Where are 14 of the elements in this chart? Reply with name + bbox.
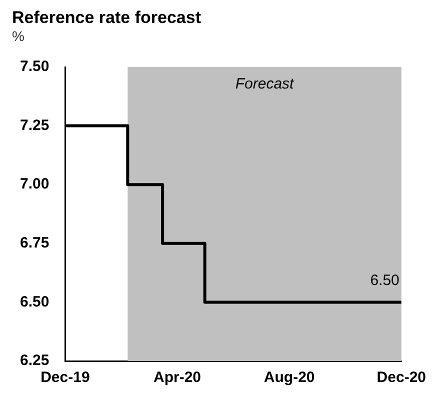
x-tick-label: Aug-20 (264, 369, 315, 386)
x-tick-label: Dec-19 (40, 369, 90, 386)
y-tick-label: 7.50 (20, 58, 50, 76)
chart-title: Reference rate forecast (12, 8, 202, 28)
y-tick-label: 7.25 (20, 116, 50, 134)
y-tick-label: 6.25 (20, 352, 50, 370)
y-axis-title: % (12, 28, 26, 44)
y-tick-label: 7.00 (20, 176, 50, 193)
y-tick-label: 6.75 (20, 234, 50, 252)
band-label: Forecast (235, 76, 295, 93)
x-tick-label: Apr-20 (154, 369, 202, 386)
x-tick-label: Dec-20 (376, 369, 426, 386)
y-tick-label: 6.50 (20, 293, 50, 310)
annotation: 6.50 (370, 272, 400, 289)
